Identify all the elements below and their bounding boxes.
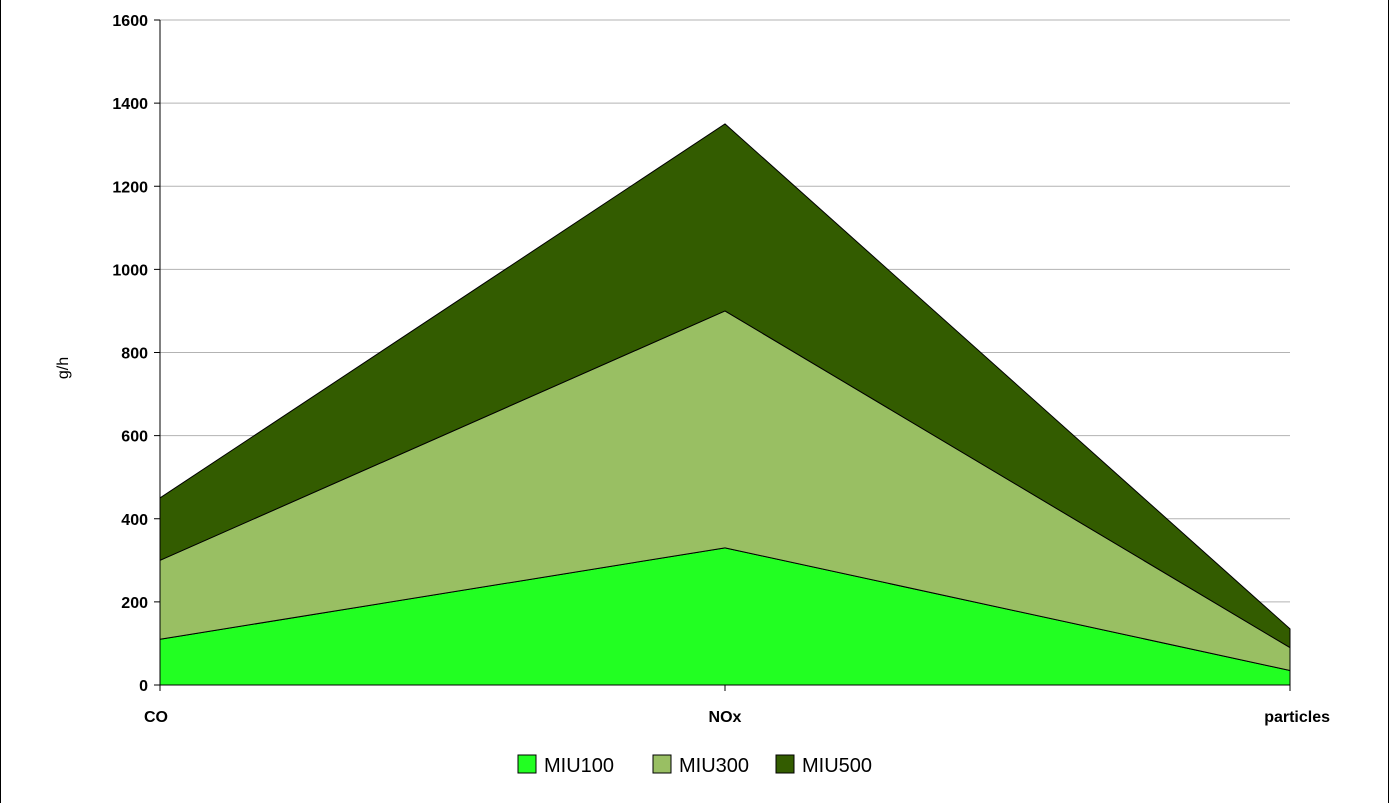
y-tick-label: 1400 xyxy=(112,96,148,113)
x-tick-labels: CO NOx particles xyxy=(144,709,1330,726)
x-tick-label: NOx xyxy=(709,709,742,726)
y-tick-label: 200 xyxy=(121,595,148,612)
y-tick-labels: 0 200 400 600 800 1000 1200 1400 1600 xyxy=(112,13,148,695)
y-tick-label: 800 xyxy=(121,346,148,363)
x-tick-label: particles xyxy=(1264,709,1330,726)
legend-label-miu300: MIU300 xyxy=(679,755,749,777)
x-tick-label: CO xyxy=(144,709,168,726)
legend-swatch-miu500 xyxy=(775,754,795,774)
y-tick-label: 400 xyxy=(121,512,148,529)
y-axis-title: g/h xyxy=(55,357,72,379)
legend-label-miu100: MIU100 xyxy=(544,755,614,777)
area-series xyxy=(159,123,1291,686)
legend-swatch-miu100 xyxy=(517,754,537,774)
legend-swatch-miu300 xyxy=(652,754,672,774)
legend-label-miu500: MIU500 xyxy=(802,755,872,777)
axes xyxy=(154,19,1291,691)
y-tick-label: 1200 xyxy=(112,179,148,196)
y-tick-label: 600 xyxy=(121,429,148,446)
y-tick-label: 1000 xyxy=(112,262,148,279)
y-tick-label: 0 xyxy=(139,678,148,695)
y-tick-label: 1600 xyxy=(112,13,148,30)
legend: MIU100 MIU300 MIU500 xyxy=(517,754,872,777)
